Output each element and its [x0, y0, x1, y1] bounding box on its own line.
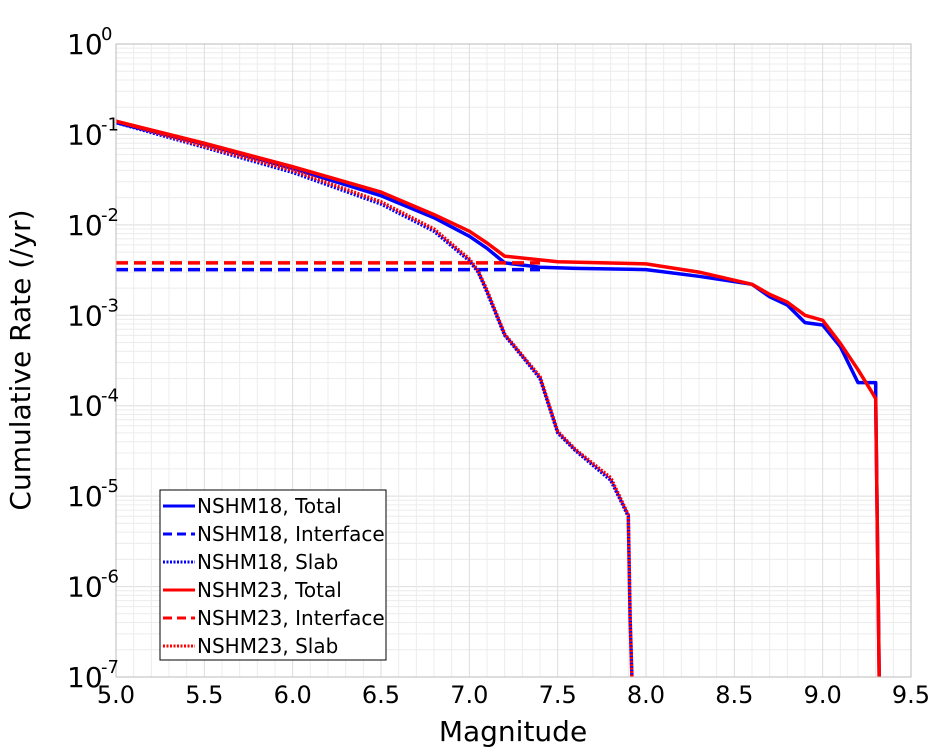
x-tick-label: 5.5 — [185, 681, 223, 709]
y-tick-exponent: 0 — [101, 24, 112, 45]
y-tick-base: 10 — [67, 209, 103, 242]
x-axis-label: Magnitude — [439, 715, 587, 748]
y-tick-exponent: -5 — [101, 476, 119, 497]
y-tick-base: 10 — [67, 390, 103, 423]
y-tick-label: 10-2 — [67, 205, 119, 242]
legend: NSHM18, Total NSHM18, Interface NSHM18, Sl… — [159, 489, 387, 661]
x-tick-label: 5.0 — [97, 681, 135, 709]
y-tick-base: 10 — [67, 28, 103, 61]
plot-frame — [115, 43, 912, 678]
y-tick-label: 100 — [67, 24, 112, 61]
x-tick-label: 7.5 — [539, 681, 577, 709]
x-tick-label: 6.5 — [362, 681, 400, 709]
series-line — [115, 119, 881, 678]
legend-label: NSHM18, Total — [197, 494, 342, 518]
x-tick-label: 8.5 — [715, 681, 753, 709]
legend-label: NSHM23, Interface — [197, 606, 385, 630]
legend-label: NSHM18, Interface — [197, 522, 385, 546]
x-tick-label: 7.0 — [450, 681, 488, 709]
series-line — [115, 120, 881, 678]
x-tick-label: 6.0 — [274, 681, 312, 709]
series-line — [115, 119, 634, 678]
y-tick-exponent: -3 — [101, 295, 119, 316]
x-tick-labels: 5.0 5.5 6.0 6.5 7.0 7.5 8.0 8.5 9.0 9.5 — [97, 681, 930, 709]
y-tick-label: 10-6 — [67, 567, 119, 604]
legend-items: NSHM18, Total NSHM18, Interface NSHM18, Sl… — [163, 494, 385, 658]
y-tick-exponent: -6 — [101, 567, 119, 588]
y-tick-label: 10-3 — [67, 295, 119, 332]
y-tick-label: 10-1 — [67, 114, 119, 151]
x-tick-label: 9.5 — [892, 681, 930, 709]
y-tick-label: 10-5 — [67, 476, 119, 513]
legend-label: NSHM18, Slab — [197, 550, 338, 574]
legend-label: NSHM23, Total — [197, 578, 342, 602]
legend-box — [159, 489, 387, 661]
y-tick-exponent: -1 — [101, 114, 119, 135]
y-axis-label: Cumulative Rate (/yr) — [4, 209, 37, 510]
y-tick-base: 10 — [67, 118, 103, 151]
y-tick-base: 10 — [67, 480, 103, 513]
y-tick-base: 10 — [67, 571, 103, 604]
series-layer — [115, 119, 881, 678]
y-tick-label: 10-4 — [67, 386, 119, 423]
y-tick-base: 10 — [67, 661, 103, 694]
y-tick-label: 10-7 — [67, 657, 119, 694]
y-tick-exponent: -4 — [101, 386, 119, 407]
y-tick-exponent: -2 — [101, 205, 119, 226]
x-tick-label: 9.0 — [804, 681, 842, 709]
y-tick-base: 10 — [67, 299, 103, 332]
y-tick-exponent: -7 — [101, 657, 119, 678]
x-tick-label: 8.0 — [627, 681, 665, 709]
legend-label: NSHM23, Slab — [197, 634, 338, 658]
